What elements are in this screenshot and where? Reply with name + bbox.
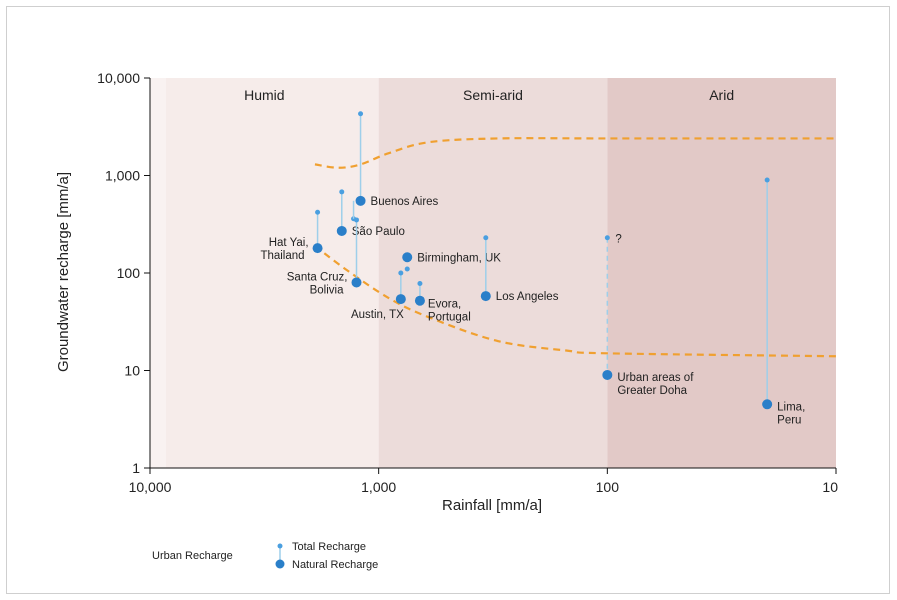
upper-envelope-curve [314,137,836,169]
point-group-santa-cruz-bolivia: Santa Cruz, Bolivia [287,217,362,296]
y-axis-title: Groundwater recharge [mm/a] [55,172,72,372]
legend-title: Urban Recharge [152,550,233,562]
natural-recharge-point [351,277,362,288]
y-tick-label: 10,000 [97,70,140,86]
point-group-birmingham-uk: Birmingham, UK [402,252,501,272]
legend: Urban Recharge Total Recharge Natural Re… [152,541,378,571]
point-label-santa-cruz-bolivia: Santa Cruz, Bolivia [287,271,348,296]
point-group-los-angeles: Los Angeles [480,235,559,303]
natural-recharge-point [602,369,613,380]
zone-humid [150,78,379,468]
natural-recharge-point [336,225,347,236]
point-group-urban-areas-of-greater-doha: ? Urban areas of Greater Doha [602,234,694,397]
point-group-hat-yai-thailand: Hat Yai, Thailand [260,209,323,262]
y-tick-label: 10 [124,363,140,379]
point-label-birmingham-uk: Birmingham, UK [417,252,501,264]
point-group-lima-peru: Lima, Peru [762,177,805,426]
zone-label-semi-arid: Semi-arid [463,87,523,103]
total-recharge-point [358,111,364,117]
x-tick-label: 10 [822,479,838,495]
recharge-envelope [314,137,837,358]
y-tick-label: 1 [132,460,140,476]
point-label-lima-peru: Lima, Peru [777,401,805,426]
x-tick-label: 1,000 [361,479,396,495]
zone-label-arid: Arid [709,87,734,103]
point-label-buenos-aires: Buenos Aires [371,196,439,208]
axes: 1 10 100 1,000 10,000 10,000 1,000 100 10 [97,70,838,495]
point-group-evora-portugal: Evora, Portugal [414,281,471,324]
total-recharge-point [339,189,345,195]
legend-natural-marker [275,559,285,569]
legend-item-natural: Natural Recharge [292,559,378,571]
point-label-sao-paulo: São Paulo [352,226,405,238]
total-recharge-point [354,217,360,223]
point-label-urban-areas-of-greater-doha: Urban areas of Greater Doha [617,372,694,397]
natural-recharge-point [762,399,773,410]
zone-semi-arid [378,78,608,468]
climate-zones: Humid Semi-arid Arid [150,78,836,468]
x-tick-label: 100 [596,479,620,495]
natural-recharge-point [402,252,413,263]
total-recharge-point [315,209,321,215]
legend-item-total: Total Recharge [292,541,366,553]
total-recharge-point [604,235,610,241]
natural-recharge-point [414,295,425,306]
total-recharge-point [483,235,489,241]
point-label-austin-tx: Austin, TX [351,309,404,321]
natural-recharge-point [395,294,406,305]
natural-recharge-point [312,243,323,254]
zone-humid-edge [150,78,166,468]
legend-total-marker [277,543,283,549]
total-recharge-point [417,281,423,287]
point-label-evora-portugal: Evora, Portugal [428,299,471,324]
zone-arid [607,78,836,468]
total-recharge-point [404,266,410,272]
point-group-buenos-aires: Buenos Aires [351,111,439,222]
zone-label-humid: Humid [244,87,284,103]
y-tick-label: 1,000 [105,168,140,184]
total-recharge-point [398,270,404,276]
data-points: Buenos Aires São Paulo Hat Yai, Thailand San… [260,111,805,426]
total-recharge-point [764,177,770,183]
point-group-austin-tx: Austin, TX [351,270,406,321]
natural-recharge-point [355,195,366,206]
natural-recharge-point [480,291,491,302]
x-tick-label: 10,000 [129,479,172,495]
x-axis-title: Rainfall [mm/a] [442,497,542,514]
lower-envelope-curve [314,244,837,358]
point-group-sao-paulo: São Paulo [336,189,405,238]
uncertain-annotation: ? [615,234,621,246]
point-label-hat-yai-thailand: Hat Yai, Thailand [260,237,308,262]
y-tick-label: 100 [117,265,141,281]
point-label-los-angeles: Los Angeles [496,291,559,303]
